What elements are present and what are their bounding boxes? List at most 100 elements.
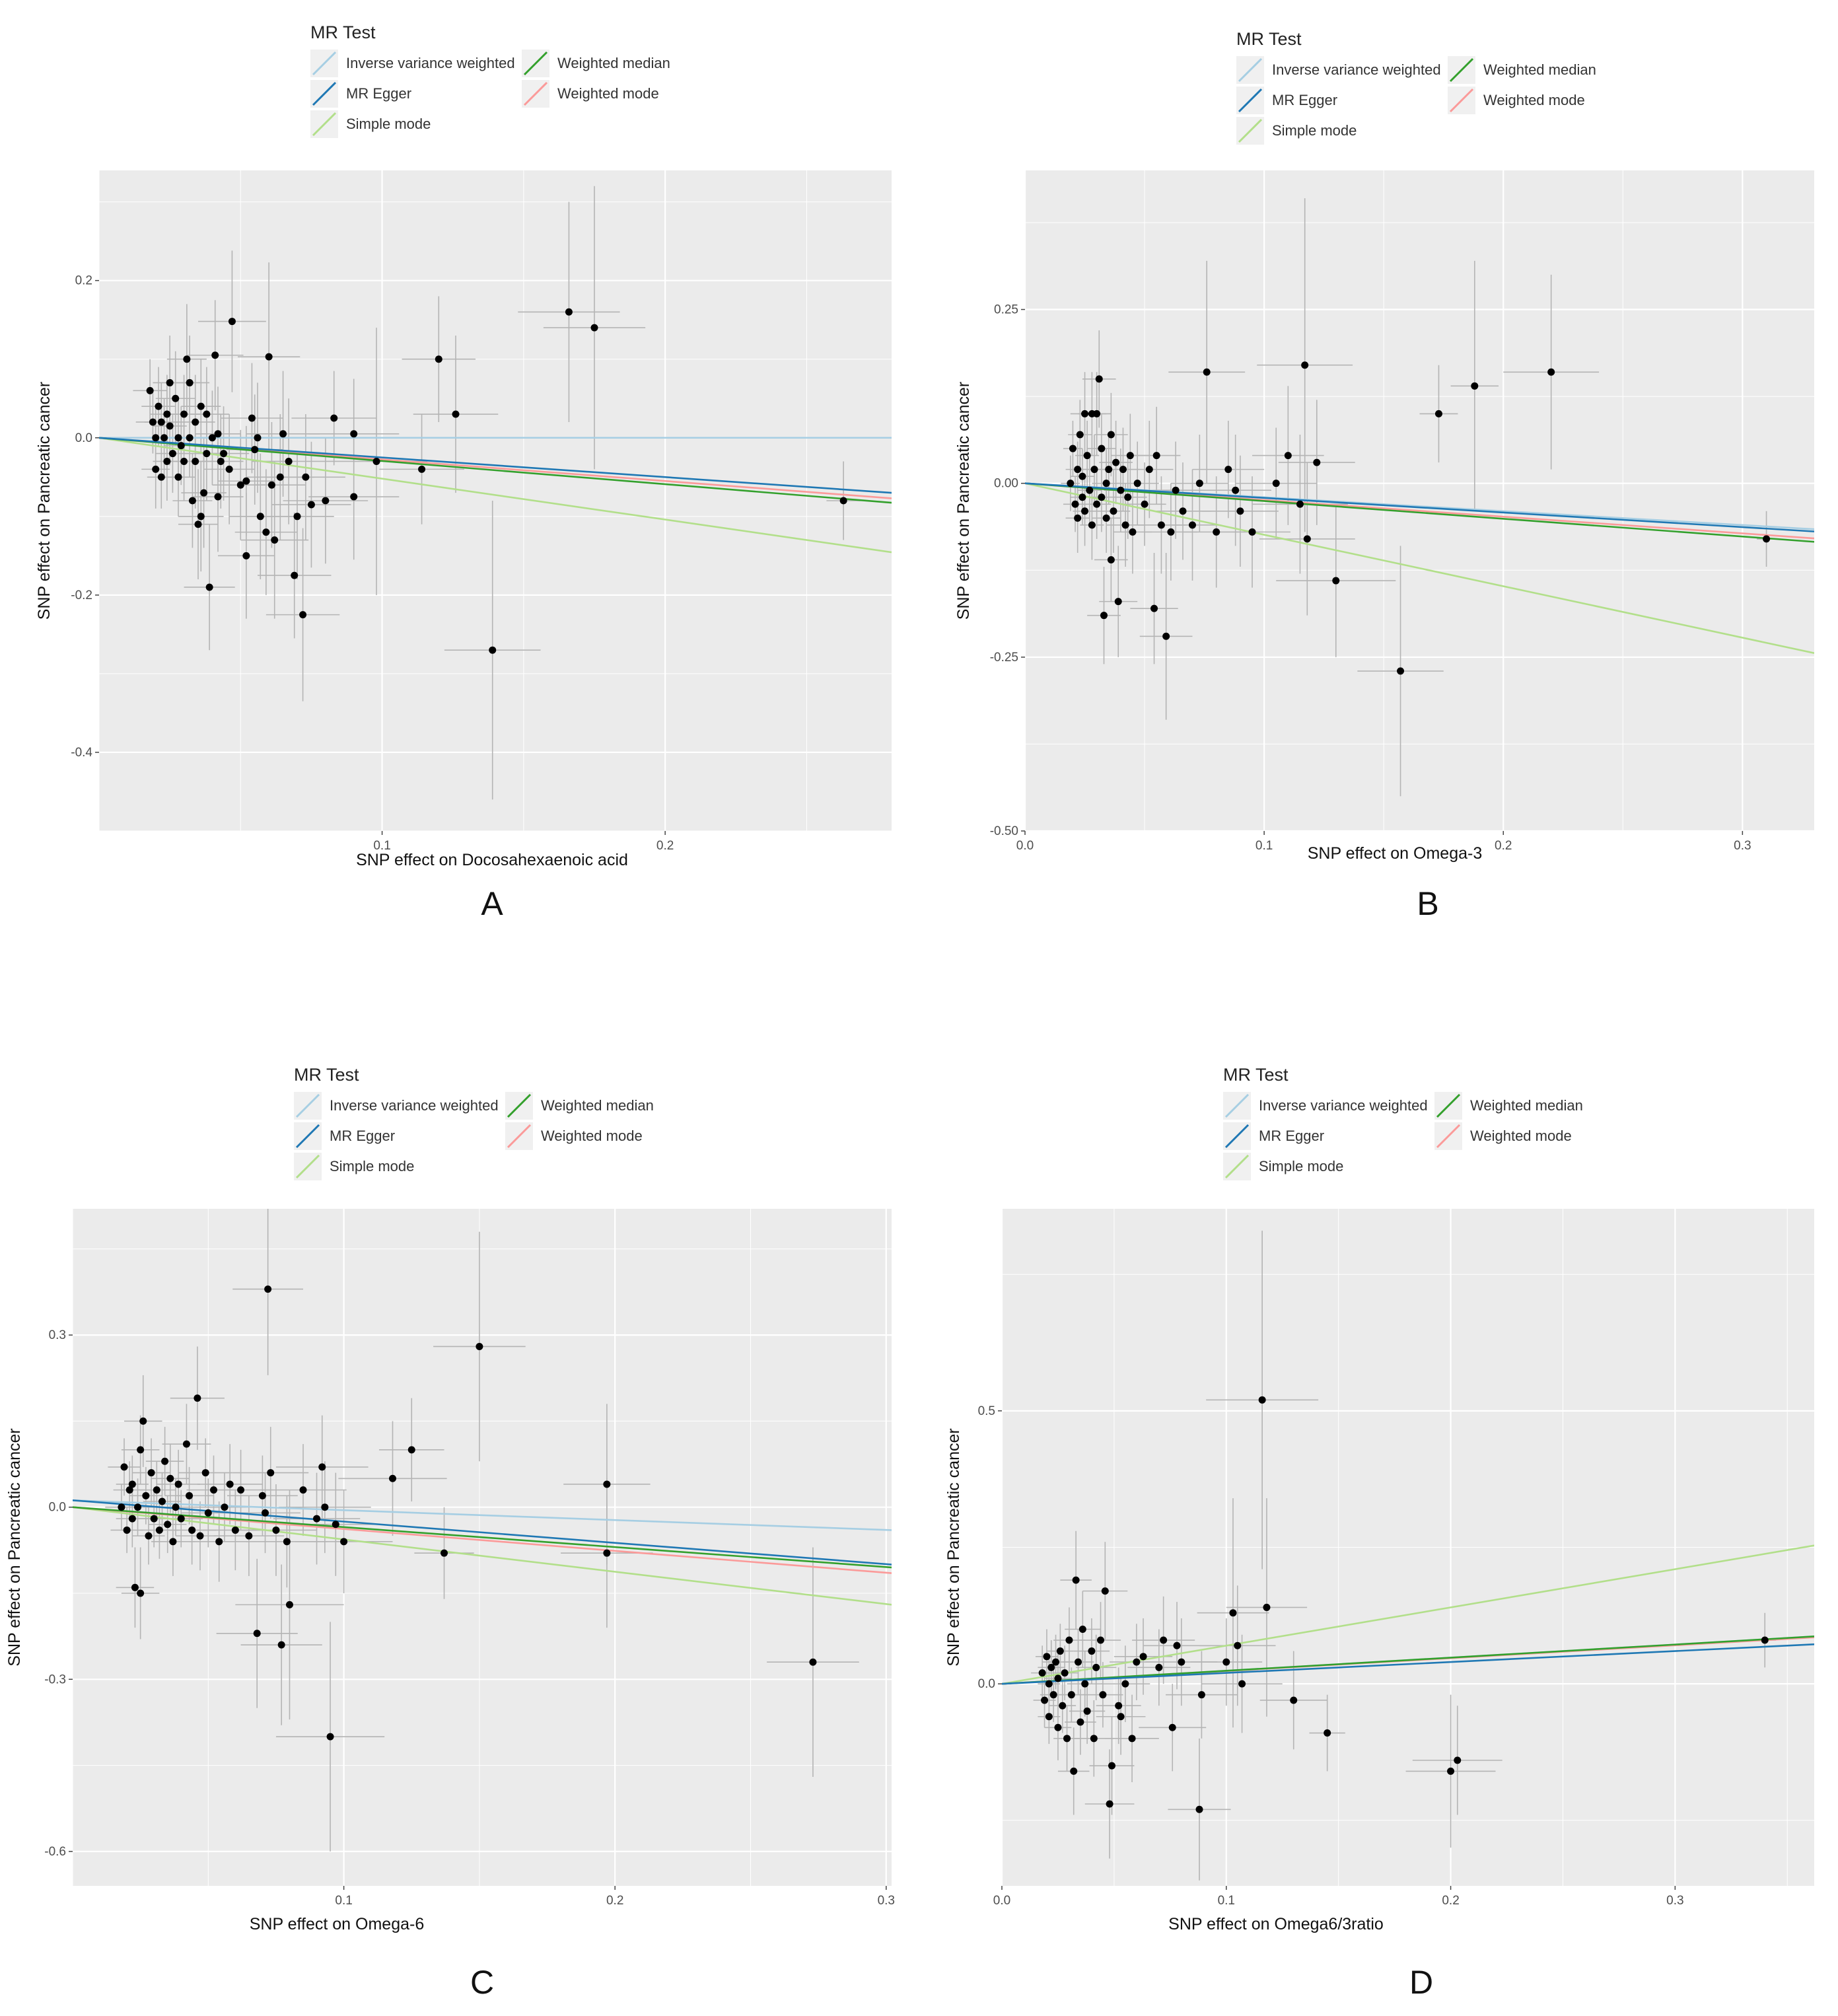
data-point [242,552,250,559]
data-point [125,1486,133,1494]
data-point [1067,1691,1075,1699]
legend-label: MR Egger [1259,1128,1324,1144]
data-point [1172,486,1180,494]
data-point [1157,521,1165,529]
data-point [264,1285,272,1293]
data-point [137,1589,145,1597]
legend: MR Test Inverse variance weighted MR Egger… [294,1065,654,1180]
data-point [1108,1762,1115,1770]
data-point [1047,1663,1055,1671]
data-point [565,308,573,316]
data-point [155,1526,163,1534]
data-point [332,1521,339,1529]
legend-label: MR Egger [1272,92,1337,108]
legend-label: Inverse variance weighted [1272,61,1441,78]
data-point [1100,612,1108,620]
data-point [197,513,205,521]
chart-b: MR Test Inverse variance weighted MR Egger… [954,29,1814,922]
data-point [157,418,165,426]
data-point [1313,458,1321,466]
data-point [1074,466,1082,474]
data-point [276,473,284,481]
chart-c: MR Test Inverse variance weighted MR Egger… [5,1065,895,2001]
data-point [603,1549,611,1557]
data-point [1222,1658,1230,1666]
data-point [1054,1723,1062,1731]
data-point [1088,1647,1096,1655]
data-point [1133,1658,1141,1666]
data-point [1188,521,1196,529]
data-point [1074,514,1082,522]
data-point [1075,1658,1082,1666]
data-point [183,355,191,363]
data-point [1284,452,1292,460]
data-point [1324,1729,1331,1737]
fit-line-simple-mode [1025,482,1814,655]
legend-item-weighted-mode: Weighted mode [522,80,659,108]
x-tick-label: 0.2 [1442,1894,1459,1908]
data-point [307,501,315,509]
y-tick-label: 0.00 [994,477,1018,491]
data-point [1332,577,1340,585]
x-tick-label: 0.1 [335,1894,352,1908]
data-point [1072,1576,1080,1584]
data-point [1083,1707,1091,1715]
y-axis-title: SNP effect on Pancreatic cancer [944,1428,963,1666]
x-tick-label: 0.2 [656,839,674,853]
legend-label: Weighted mode [557,85,659,102]
data-point [1102,480,1110,487]
data-point [177,442,185,450]
legend-item-simple-mode: Simple mode [1236,117,1357,145]
data-point [302,473,310,481]
data-point [186,1492,194,1499]
data-point [192,457,199,465]
data-point [1097,1636,1105,1644]
legend-label: Weighted mode [1483,92,1585,108]
chart-a: MR Test Inverse variance weighted MR Egger… [35,22,892,922]
data-point [321,1503,329,1511]
data-point [1093,500,1101,508]
data-point [452,410,460,418]
chart-d: MR Test Inverse variance weighted MR Egger… [944,1065,1814,2001]
data-point [272,1526,280,1534]
x-tick-label: 0.3 [878,1894,895,1908]
legend-item-mr-egger: MR Egger [310,80,411,108]
data-point [1112,458,1120,466]
data-point [1141,500,1149,508]
data-point [214,493,222,501]
legend-label: Weighted mode [541,1128,643,1144]
legend-item-simple-mode: Simple mode [294,1153,414,1180]
data-point [1303,535,1311,543]
data-point [147,1469,155,1477]
data-point [203,450,211,458]
data-point [164,1521,172,1529]
data-point [1070,1767,1078,1775]
x-axis-title: SNP effect on Omega-3 [1308,844,1483,863]
y-axis-title: SNP effect on Pancreatic cancer [954,382,973,620]
data-point [1173,1641,1181,1649]
data-point [1160,1636,1168,1644]
legend-title: MR Test [294,1065,359,1085]
data-point [1114,598,1122,606]
data-point [1397,667,1405,675]
data-point [157,473,165,481]
data-point [139,1417,147,1425]
fit-line-weighted-median [1002,1636,1814,1685]
data-point [1145,466,1153,474]
data-point [1110,507,1117,515]
data-point [271,536,279,544]
data-point [152,434,160,442]
data-point [1197,1691,1205,1699]
data-point [1107,556,1115,563]
data-point [299,1486,307,1494]
legend-label: Weighted mode [1470,1128,1572,1144]
y-tick-label: -0.4 [71,746,92,760]
y-tick-label: -0.2 [71,589,92,602]
data-point [182,1440,190,1448]
data-point [1471,382,1479,390]
data-point [214,430,222,438]
legend-item-weighted-mode: Weighted mode [505,1122,643,1150]
data-point [158,1497,166,1505]
data-point [277,1641,285,1649]
data-point [1081,1680,1089,1688]
